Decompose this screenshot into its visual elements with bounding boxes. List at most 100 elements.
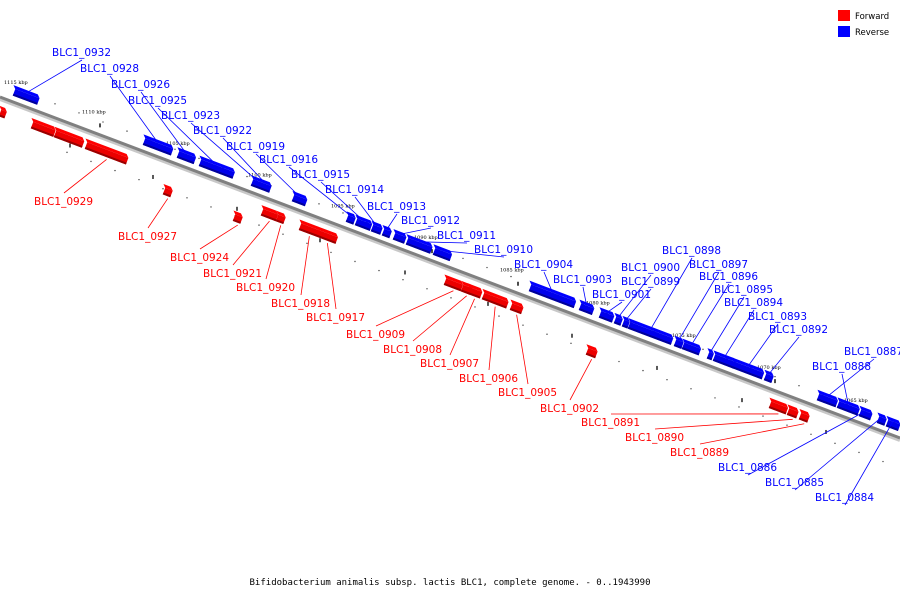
tick-label: 1090 kbp <box>414 235 438 241</box>
legend-label-reverse: Reverse <box>855 28 889 38</box>
gene-blc1_0916 <box>345 211 356 225</box>
gene-top <box>31 117 56 131</box>
gene-layer <box>0 85 900 431</box>
scale-dot <box>738 406 740 408</box>
gene-top <box>614 312 623 320</box>
leader-blc1_0902 <box>569 358 593 401</box>
gene-label-blc1_0929: BLC1_0929 <box>34 196 93 208</box>
gene-shadow <box>673 344 682 349</box>
gene-label-blc1_0920: BLC1_0920 <box>236 282 295 294</box>
gene-block <box>53 126 85 148</box>
gene-shadow <box>0 114 6 119</box>
gene-shadow <box>443 283 462 292</box>
gene-label-blc1_0897: BLC1_0897 <box>689 259 748 271</box>
gene-blc1_0922 <box>259 178 272 193</box>
gene-body <box>836 401 860 416</box>
scale-dot <box>810 433 812 435</box>
leader-blc1_0924 <box>199 224 238 250</box>
gene-blc1_0897 <box>673 335 684 349</box>
gene-blc1_0886 <box>858 405 873 421</box>
leader-blc1_0885 <box>794 416 882 491</box>
gene-body <box>291 194 308 207</box>
scale-dot <box>618 360 620 363</box>
gene-label-blc1_0901: BLC1_0901 <box>592 289 651 301</box>
label-layer: BLC1_0932 BLC1_0928 BLC1_0926 BLC1_0925 BLC1… <box>34 47 900 504</box>
gene-shadow <box>260 213 277 222</box>
gene-label-blc1_0923: BLC1_0923 <box>161 110 220 122</box>
gene-shadow <box>259 187 270 193</box>
scale-dot <box>342 212 344 214</box>
gene-top <box>817 389 838 401</box>
gene-block <box>0 105 7 119</box>
gene-body <box>466 287 483 299</box>
gene-label-blc1_0918: BLC1_0918 <box>271 298 330 310</box>
gene-blc1_0900 <box>613 312 623 326</box>
gene-label-blc1_0885: BLC1_0885 <box>765 477 824 489</box>
gene-top <box>251 175 263 183</box>
gene-shadow <box>876 421 885 426</box>
gene-blc1_0887 <box>816 389 838 408</box>
scale-dot <box>426 288 428 290</box>
leader-blc1_0908 <box>412 295 467 342</box>
gene-shadow <box>585 352 596 359</box>
gene-label-blc1_0905: BLC1_0905 <box>498 387 557 399</box>
gene-shadow <box>381 233 390 239</box>
legend-swatch-forward <box>838 10 850 21</box>
gene-blc1_0927 <box>162 183 173 198</box>
gene-top <box>877 412 887 420</box>
gene-block <box>30 117 56 137</box>
gene-blc1_0924 <box>232 210 243 224</box>
scale-dot <box>486 266 488 269</box>
tick-label: 1080 kbp <box>586 300 610 306</box>
scale-dot <box>834 442 836 445</box>
gene-shadow <box>291 199 306 207</box>
tick-label: 1065 kbp <box>844 398 868 404</box>
scale-dot <box>450 297 452 299</box>
gene-body <box>354 218 373 231</box>
leader-blc1_0925 <box>157 107 218 166</box>
gene-label-blc1_0891: BLC1_0891 <box>581 417 640 429</box>
scale-dot <box>54 103 56 105</box>
legend: Forward Reverse <box>838 10 889 38</box>
tick-label: 1105 kbp <box>166 141 190 147</box>
gene-blc1_0901 <box>598 307 615 323</box>
gene-shadow <box>432 252 451 262</box>
gene-top <box>177 147 197 158</box>
scale-dot <box>282 233 284 235</box>
gene-shadow <box>392 237 405 244</box>
gene-top <box>433 244 453 255</box>
gene-label-blc1_0910: BLC1_0910 <box>474 244 533 256</box>
scale-dot <box>66 151 68 154</box>
gene-top <box>13 85 40 99</box>
tick-label: 1115 kbp <box>4 80 28 86</box>
gene-body <box>768 401 789 415</box>
gene-shadow <box>598 315 613 323</box>
gene-label-blc1_0893: BLC1_0893 <box>748 311 807 323</box>
gene-blc1_0923 <box>250 175 263 190</box>
gene-top <box>261 205 279 215</box>
leader-blc1_0919 <box>255 153 300 197</box>
tick-label: 1085 kbp <box>500 268 524 274</box>
gene-shadow <box>712 358 735 369</box>
gene-label-blc1_0890: BLC1_0890 <box>625 432 684 444</box>
gene-shadow <box>613 321 622 326</box>
gene-label-blc1_0892: BLC1_0892 <box>769 324 828 336</box>
scale-dot <box>114 169 116 172</box>
gene-shadow <box>405 242 431 254</box>
gene-top <box>233 210 243 218</box>
gene-shadow <box>763 378 772 383</box>
scale-dot <box>498 315 500 317</box>
gene-body <box>481 292 509 309</box>
scale-dot <box>186 197 188 199</box>
leader-blc1_0889 <box>699 423 805 445</box>
scale-dot <box>798 385 800 387</box>
gene-label-blc1_0909: BLC1_0909 <box>346 329 405 341</box>
gene-shadow <box>798 417 808 423</box>
gene-body <box>53 130 85 148</box>
gene-top <box>444 274 464 285</box>
gene-label-blc1_0921: BLC1_0921 <box>203 268 262 280</box>
leader-blc1_0895 <box>709 296 745 353</box>
leader-blc1_0907 <box>449 298 475 356</box>
gene-top <box>510 299 524 308</box>
